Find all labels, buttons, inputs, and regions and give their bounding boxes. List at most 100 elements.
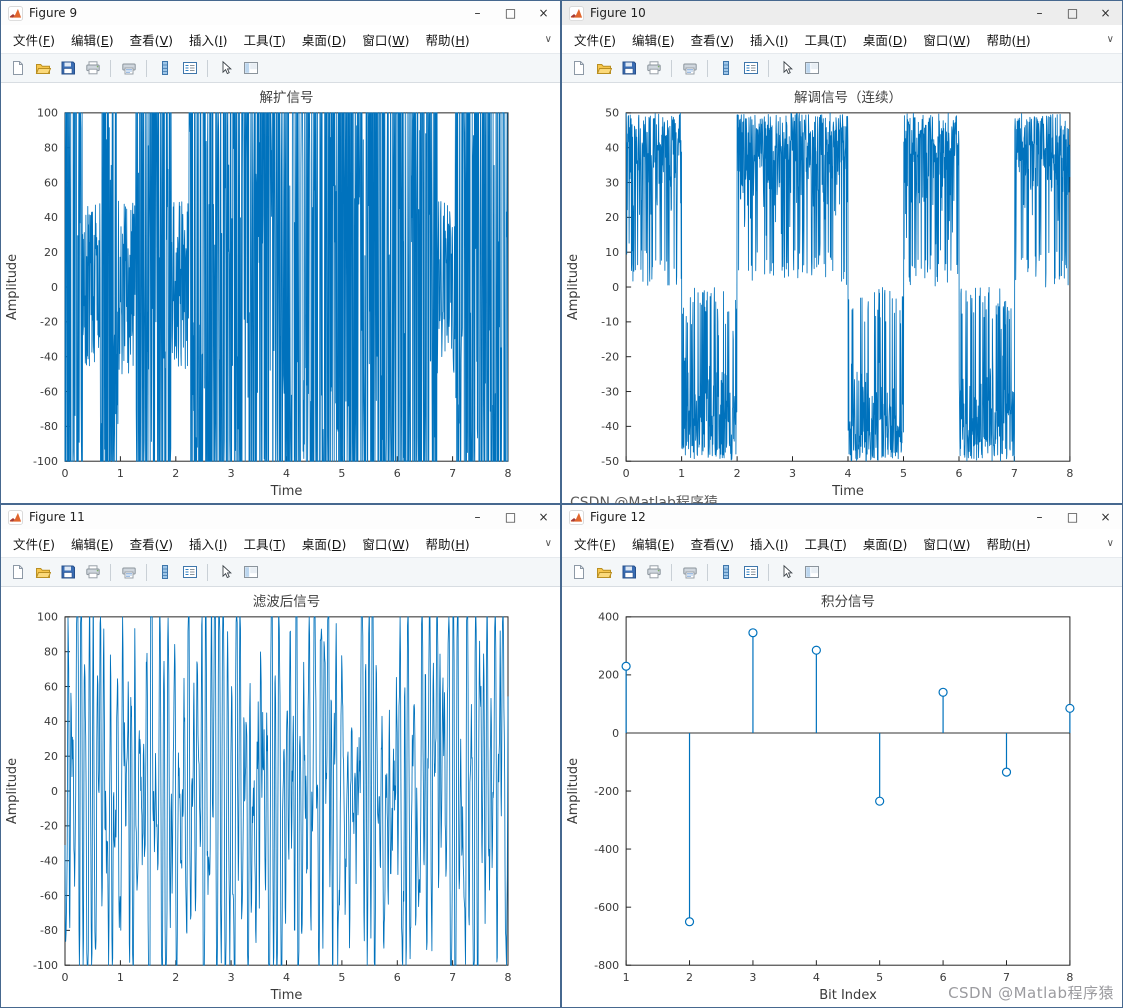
svg-text:20: 20 — [605, 211, 619, 224]
minimize-button[interactable]: – — [1036, 6, 1043, 20]
show-plot-tools-icon[interactable] — [800, 57, 823, 80]
insert-colorbar-icon[interactable] — [153, 57, 176, 80]
print-figure-icon[interactable] — [81, 57, 104, 80]
print-preview-icon[interactable] — [678, 561, 701, 584]
print-preview-icon[interactable] — [678, 57, 701, 80]
open-file-icon[interactable] — [31, 561, 54, 584]
svg-text:4: 4 — [845, 467, 852, 480]
save-figure-icon[interactable] — [617, 561, 640, 584]
menu-item-desktop[interactable]: 桌面(D) — [862, 32, 908, 48]
menu-item-view[interactable]: 查看(V) — [690, 32, 735, 48]
close-button[interactable]: × — [1100, 510, 1111, 524]
svg-text:30: 30 — [605, 176, 619, 189]
show-plot-tools-icon[interactable] — [239, 561, 262, 584]
window-titlebar[interactable]: Figure 11 – □ × — [1, 505, 560, 529]
minimize-button[interactable]: – — [474, 510, 481, 524]
maximize-button[interactable]: □ — [504, 510, 517, 524]
open-file-icon[interactable] — [592, 57, 615, 80]
menu-item-edit[interactable]: 编辑(E) — [631, 32, 675, 48]
new-figure-icon[interactable] — [6, 57, 29, 80]
menu-item-view[interactable]: 查看(V) — [690, 536, 735, 552]
show-plot-tools-icon[interactable] — [239, 57, 262, 80]
svg-text:400: 400 — [598, 611, 619, 624]
print-figure-icon[interactable] — [642, 561, 665, 584]
menu-item-insert[interactable]: 插入(I) — [750, 32, 789, 48]
menu-item-insert[interactable]: 插入(I) — [750, 536, 789, 552]
close-button[interactable]: × — [1100, 6, 1111, 20]
window-titlebar[interactable]: Figure 9 – □ × — [1, 1, 560, 25]
print-preview-icon[interactable] — [117, 561, 140, 584]
csdn-watermark-partial: CSDN @Matlab程序猿 — [570, 495, 718, 504]
menu-overflow-icon[interactable]: ∨ — [544, 537, 552, 549]
maximize-button[interactable]: □ — [504, 6, 517, 20]
show-plot-tools-icon[interactable] — [800, 561, 823, 584]
edit-plot-icon[interactable] — [775, 561, 798, 584]
print-preview-icon[interactable] — [117, 57, 140, 80]
menu-overflow-icon[interactable]: ∨ — [1106, 537, 1114, 549]
menu-item-tools[interactable]: 工具(T) — [804, 536, 847, 552]
window-title: Figure 12 — [590, 510, 646, 524]
signal-series — [625, 112, 1071, 462]
menu-overflow-icon[interactable]: ∨ — [544, 33, 552, 45]
menu-item-file[interactable]: 文件(F) — [574, 32, 616, 48]
minimize-button[interactable]: – — [1036, 510, 1043, 524]
new-figure-icon[interactable] — [567, 57, 590, 80]
x-axis-label: Time — [831, 484, 864, 499]
menu-item-file[interactable]: 文件(F) — [13, 536, 55, 552]
menu-item-file[interactable]: 文件(F) — [13, 32, 55, 48]
menu-item-insert[interactable]: 插入(I) — [189, 32, 228, 48]
menu-item-help[interactable]: 帮助(H) — [986, 32, 1031, 48]
edit-plot-icon[interactable] — [214, 57, 237, 80]
menu-item-window[interactable]: 窗口(W) — [362, 536, 410, 552]
print-figure-icon[interactable] — [642, 57, 665, 80]
print-figure-icon[interactable] — [81, 561, 104, 584]
menu-item-file[interactable]: 文件(F) — [574, 536, 616, 552]
window-titlebar[interactable]: Figure 10 – □ × — [562, 1, 1122, 25]
menu-item-tools[interactable]: 工具(T) — [243, 536, 286, 552]
insert-legend-icon[interactable] — [739, 561, 762, 584]
menu-item-help[interactable]: 帮助(H) — [425, 536, 470, 552]
insert-colorbar-icon[interactable] — [714, 561, 737, 584]
menu-item-desktop[interactable]: 桌面(D) — [301, 536, 347, 552]
insert-legend-icon[interactable] — [739, 57, 762, 80]
open-file-icon[interactable] — [592, 561, 615, 584]
menu-item-insert[interactable]: 插入(I) — [189, 536, 228, 552]
edit-plot-icon[interactable] — [214, 561, 237, 584]
menu-item-window[interactable]: 窗口(W) — [362, 32, 410, 48]
new-figure-icon[interactable] — [567, 561, 590, 584]
menu-item-desktop[interactable]: 桌面(D) — [301, 32, 347, 48]
open-file-icon[interactable] — [31, 57, 54, 80]
save-figure-icon[interactable] — [56, 57, 79, 80]
plot-area: 0 1 2 3 4 5 6 7 8 -100 -80 -60 -40 -20 0 20 40 60 80 100 滤波后… — [1, 587, 560, 1007]
menu-item-help[interactable]: 帮助(H) — [425, 32, 470, 48]
x-axis: 0 1 2 3 4 5 6 7 8 — [623, 456, 1073, 480]
insert-legend-icon[interactable] — [178, 57, 201, 80]
close-button[interactable]: × — [538, 6, 549, 20]
signal-series — [64, 112, 509, 462]
edit-plot-icon[interactable] — [775, 57, 798, 80]
maximize-button[interactable]: □ — [1066, 6, 1079, 20]
menu-item-edit[interactable]: 编辑(E) — [631, 536, 675, 552]
menu-item-window[interactable]: 窗口(W) — [923, 536, 971, 552]
svg-text:5: 5 — [338, 467, 345, 480]
save-figure-icon[interactable] — [56, 561, 79, 584]
save-figure-icon[interactable] — [617, 57, 640, 80]
minimize-button[interactable]: – — [474, 6, 481, 20]
menu-item-window[interactable]: 窗口(W) — [923, 32, 971, 48]
menu-item-desktop[interactable]: 桌面(D) — [862, 536, 908, 552]
insert-colorbar-icon[interactable] — [153, 561, 176, 584]
maximize-button[interactable]: □ — [1066, 510, 1079, 524]
close-button[interactable]: × — [538, 510, 549, 524]
menu-item-view[interactable]: 查看(V) — [129, 32, 174, 48]
new-figure-icon[interactable] — [6, 561, 29, 584]
menu-item-view[interactable]: 查看(V) — [129, 536, 174, 552]
menu-item-edit[interactable]: 编辑(E) — [70, 536, 114, 552]
insert-legend-icon[interactable] — [178, 561, 201, 584]
menu-item-help[interactable]: 帮助(H) — [986, 536, 1031, 552]
menu-item-tools[interactable]: 工具(T) — [243, 32, 286, 48]
insert-colorbar-icon[interactable] — [714, 57, 737, 80]
menu-item-tools[interactable]: 工具(T) — [804, 32, 847, 48]
menu-overflow-icon[interactable]: ∨ — [1106, 33, 1114, 45]
window-titlebar[interactable]: Figure 12 – □ × — [562, 505, 1122, 529]
menu-item-edit[interactable]: 编辑(E) — [70, 32, 114, 48]
